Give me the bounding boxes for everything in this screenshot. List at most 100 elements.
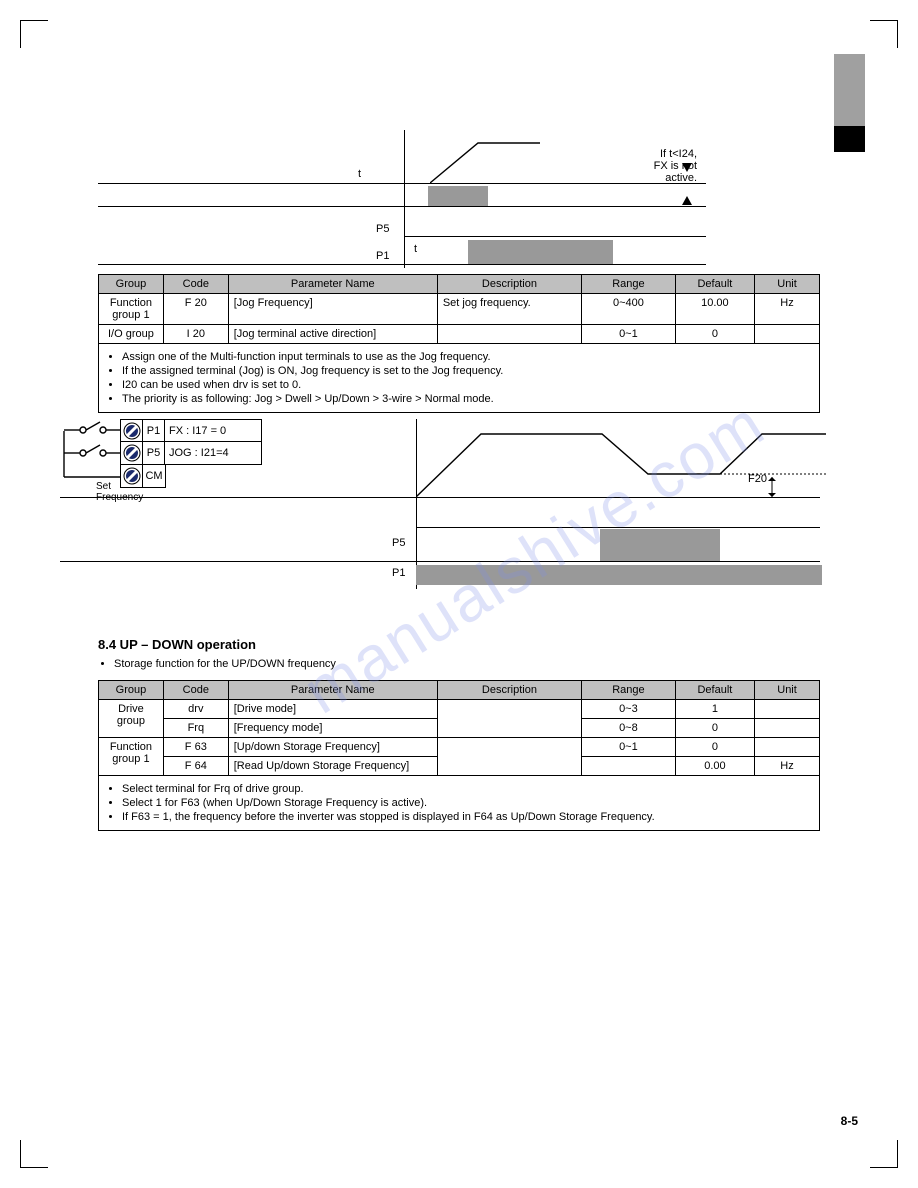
dg2-hline-3 <box>60 561 820 562</box>
note-item: Select 1 for F63 (when Up/Down Storage F… <box>122 797 814 809</box>
table-notes-row: Assign one of the Multi-function input t… <box>99 344 820 413</box>
cell: [Drive mode] <box>228 700 437 719</box>
wiring-box: P5 JOG : I21=4 <box>142 442 262 465</box>
cell: [Frequency mode] <box>228 719 437 738</box>
cell: [Up/down Storage Frequency] <box>228 738 437 757</box>
cell: [Jog Frequency] <box>228 294 437 325</box>
dg1-bar-lower <box>468 240 613 264</box>
th-code: Code <box>163 275 228 294</box>
th-name: Parameter Name <box>228 275 437 294</box>
cell: 0 <box>675 325 754 344</box>
dg1-label-p5: P5 <box>376 223 389 235</box>
cell: [Jog terminal active direction] <box>228 325 437 344</box>
wiring-and-waveform: P1 FX : I17 = 0 P5 JOG : I21=4 <box>60 419 820 589</box>
terminal-screw-icon <box>120 442 142 465</box>
dg2-label-p1: P1 <box>392 567 405 579</box>
cell: Drive group <box>99 700 164 738</box>
wiring-pin: CM <box>143 465 165 487</box>
table-notes-row: Select terminal for Frq of drive group. … <box>99 776 820 831</box>
dg2-bar-p5 <box>600 529 720 561</box>
side-tab-gray <box>834 54 865 126</box>
th-unit: Unit <box>755 681 820 700</box>
dg2-label-freq: Set Frequency <box>96 481 143 503</box>
cell: [Read Up/down Storage Frequency] <box>228 757 437 776</box>
wiring-row: P5 JOG : I21=4 <box>120 442 262 465</box>
dg1-label-tb: t <box>414 243 417 255</box>
wiring-diagram: P1 FX : I17 = 0 P5 JOG : I21=4 <box>60 419 262 488</box>
page-number: 8-5 <box>841 1114 858 1128</box>
dg2-bar-p1 <box>416 565 822 585</box>
cell: 10.00 <box>675 294 754 325</box>
table-header-row: Group Code Parameter Name Description Ra… <box>99 275 820 294</box>
dg2-f20-arrows <box>752 477 792 497</box>
note-item: If F63 = 1, the frequency before the inv… <box>122 811 814 823</box>
dg2-label-p5: P5 <box>392 537 405 549</box>
wiring-text: FX : I17 = 0 <box>165 425 261 437</box>
th-name: Parameter Name <box>228 681 437 700</box>
cell: drv <box>163 700 228 719</box>
note-item: The priority is as following: Jog > Dwel… <box>122 393 814 405</box>
note-item: I20 can be used when drv is set to 0. <box>122 379 814 391</box>
dg1-label-p1: P1 <box>376 250 389 262</box>
cell: Hz <box>755 294 820 325</box>
dg1-bar-upper <box>428 186 488 206</box>
dg1-arrow-down <box>682 163 692 172</box>
th-def: Default <box>675 275 754 294</box>
cell: 0~3 <box>582 700 676 719</box>
th-group: Group <box>99 681 164 700</box>
cell: 0.00 <box>675 757 754 776</box>
cell: F 63 <box>163 738 228 757</box>
cell <box>437 700 581 738</box>
th-unit: Unit <box>755 275 820 294</box>
dg1-hline-1 <box>98 183 706 184</box>
parameter-table-1: Group Code Parameter Name Description Ra… <box>98 274 820 413</box>
th-desc: Description <box>437 275 581 294</box>
cell <box>755 700 820 719</box>
side-tab-black <box>834 126 865 152</box>
dg2-hline-2 <box>416 527 820 528</box>
cell: F 20 <box>163 294 228 325</box>
cell: 0~400 <box>582 294 676 325</box>
cell: 0~1 <box>582 738 676 757</box>
table-row: Function group 1 F 20 [Jog Frequency] Se… <box>99 294 820 325</box>
th-def: Default <box>675 681 754 700</box>
timing-diagram-mid: Set Frequency P5 P1 F20 <box>380 419 820 589</box>
table-row: I/O group I 20 [Jog terminal active dire… <box>99 325 820 344</box>
page-content: t P5 P1 t If t<I24, FX is not active. Gr… <box>98 128 820 831</box>
wiring-pin: P1 <box>143 420 165 441</box>
cell: 1 <box>675 700 754 719</box>
cell: Function group 1 <box>99 294 164 325</box>
th-group: Group <box>99 275 164 294</box>
notes-list: Assign one of the Multi-function input t… <box>122 351 814 405</box>
cell: Function group 1 <box>99 738 164 776</box>
cell: Frq <box>163 719 228 738</box>
cell <box>437 738 581 776</box>
cell: F 64 <box>163 757 228 776</box>
cell <box>755 719 820 738</box>
timing-diagram-top: t P5 P1 t If t<I24, FX is not active. <box>98 128 820 268</box>
dg1-arrow-up <box>682 196 692 205</box>
dg1-hline-2 <box>98 206 706 207</box>
cell <box>755 738 820 757</box>
cell: 0 <box>675 719 754 738</box>
cell <box>582 757 676 776</box>
note-item: Select terminal for Frq of drive group. <box>122 783 814 795</box>
crop-mark-bl <box>20 1140 48 1168</box>
th-code: Code <box>163 681 228 700</box>
cell <box>755 325 820 344</box>
section-title: 8.4 UP – DOWN operation <box>98 637 820 652</box>
notes-cell: Assign one of the Multi-function input t… <box>99 344 820 413</box>
dg1-curve <box>430 138 540 183</box>
wiring-text: JOG : I21=4 <box>165 447 261 459</box>
parameter-table-2: Group Code Parameter Name Description Ra… <box>98 680 820 831</box>
table-row: Function group 1 F 63 [Up/down Storage F… <box>99 738 820 757</box>
cell: 0~1 <box>582 325 676 344</box>
wiring-box: CM <box>142 465 166 488</box>
cell: I/O group <box>99 325 164 344</box>
section-subtitle-list: Storage function for the UP/DOWN frequen… <box>98 658 820 670</box>
cell <box>437 325 581 344</box>
wiring-row: P1 FX : I17 = 0 <box>120 419 262 442</box>
th-range: Range <box>582 681 676 700</box>
terminal-screw-icon <box>120 419 142 442</box>
th-desc: Description <box>437 681 581 700</box>
